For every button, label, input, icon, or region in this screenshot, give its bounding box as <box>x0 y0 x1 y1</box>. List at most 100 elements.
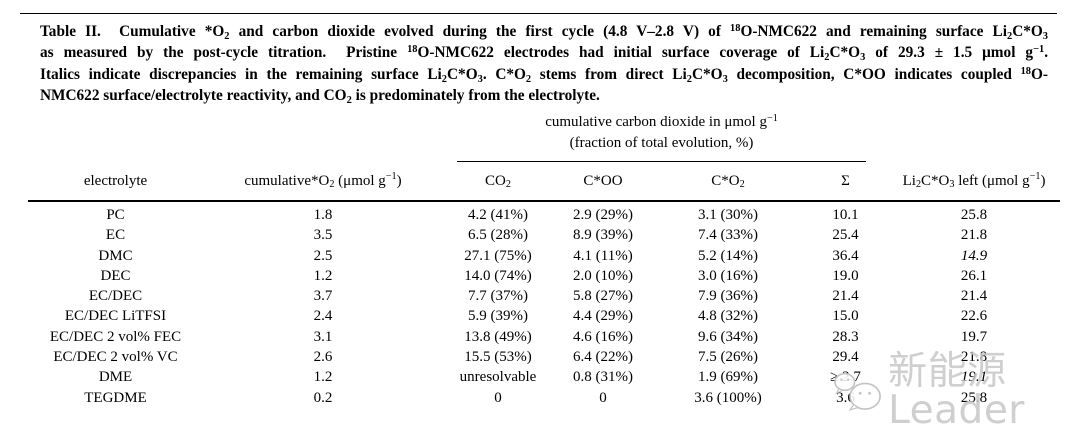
span-header-line-2: (fraction of total evolution, %) <box>569 135 754 151</box>
cell-c-o2: 3.6 (100%) <box>694 389 762 406</box>
cell-cumulative-o2: 3.5 <box>313 227 333 244</box>
span-header-spacer-right <box>888 110 1060 162</box>
cell-c-o2: 9.6 (34%) <box>698 328 758 345</box>
cell-cumulative-o2: 1.2 <box>313 369 333 386</box>
cell-sigma: 3.6 <box>836 389 855 406</box>
cell-co2: 0 <box>494 389 502 406</box>
cell-electrolyte: DMC <box>98 247 133 264</box>
span-header-row: cumulative carbon dioxide in μmol g−1 (f… <box>28 110 1060 162</box>
cell-electrolyte: EC/DEC LiTFSI <box>64 308 167 325</box>
cell-c-o2: 3.1 (30%) <box>698 207 758 223</box>
table-row: DME 1.2 unresolvable 0.8 (31%) 1.9 (69%) ≥ 2.… <box>28 367 1060 387</box>
cell-electrolyte: EC/DEC 2 vol% VC <box>53 349 178 366</box>
cell-c-o2: 7.5 (26%) <box>698 349 758 366</box>
table-row: DEC 1.2 14.0 (74%) 2.0 (10%) 3.0 (16%) 19.0 26… <box>28 266 1060 286</box>
top-rule-divider <box>20 13 1057 14</box>
col-header-co2: CO2 <box>443 162 553 202</box>
cell-electrolyte: DME <box>98 369 133 386</box>
cell-li2co3-left: 25.8 <box>960 207 988 223</box>
col-header-sigma: Σ <box>803 162 889 202</box>
cell-electrolyte: EC/DEC <box>88 288 143 305</box>
cell-c-o2: 3.0 (16%) <box>698 267 758 284</box>
cell-sigma: 21.4 <box>832 288 859 305</box>
cell-li2co3-left: 26.1 <box>960 267 988 284</box>
cell-sigma: 28.3 <box>832 328 859 345</box>
table-row: EC 3.5 6.5 (28%) 8.9 (39%) 7.4 (33%) 25.4 21.8 <box>28 225 1060 245</box>
span-header-rule: cumulative carbon dioxide in μmol g−1 (f… <box>457 110 867 162</box>
results-table: cumulative carbon dioxide in μmol g−1 (f… <box>28 110 1061 408</box>
table-row: PC 1.8 4.2 (41%) 2.9 (29%) 3.1 (30%) 10.1 25.8 <box>28 201 1060 225</box>
table-row: TEGDME 0.2 0 0 3.6 (100%) 3.6 25.8 <box>28 388 1060 408</box>
cell-sigma: 15.0 <box>832 308 859 325</box>
table-row: EC/DEC 2 vol% FEC 3.1 13.8 (49%) 4.6 (16%) 9… <box>28 327 1060 347</box>
table-body: PC 1.8 4.2 (41%) 2.9 (29%) 3.1 (30%) 10.1 25.8… <box>28 201 1060 408</box>
cell-li2co3-left: 21.8 <box>960 349 988 366</box>
caption-line-2: as measured by the post-cycle titration.… <box>40 44 1049 64</box>
cell-cumulative-o2: 0.2 <box>313 389 333 406</box>
caption-line-3: Italics indicate discrepancies in the re… <box>40 65 1048 85</box>
cell-co2: 5.9 (39%) <box>468 308 528 325</box>
caption-line-1: Table II. Cumulative *O2 and carbon diox… <box>40 22 1048 42</box>
cell-c-oo: 6.4 (22%) <box>573 349 633 366</box>
cell-c-oo: 2.9 (29%) <box>573 207 633 223</box>
cell-c-oo: 0 <box>599 389 607 406</box>
col-header-c-o2: C*O2 <box>653 162 803 202</box>
cell-sigma: 19.0 <box>832 267 859 284</box>
span-header-co2-group: cumulative carbon dioxide in μmol g−1 (f… <box>443 110 888 162</box>
cell-cumulative-o2: 2.5 <box>313 247 333 264</box>
cell-electrolyte: EC <box>105 227 126 244</box>
caption-line-4: NMC622 surface/electrolyte reactivity, a… <box>40 87 600 107</box>
cell-co2: 15.5 (53%) <box>464 349 532 366</box>
cell-li2co3-left: 21.8 <box>960 227 988 244</box>
col-header-li2co3-left: Li2C*O3 left (μmol g−1) <box>888 162 1061 202</box>
cell-co2: 14.0 (74%) <box>464 267 532 284</box>
cell-c-oo: 4.6 (16%) <box>573 328 633 345</box>
cell-li2co3-left: 19.7 <box>960 328 988 345</box>
cell-co2: 13.8 (49%) <box>464 328 532 345</box>
cell-co2: 4.2 (41%) <box>468 207 528 223</box>
cell-c-o2: 7.4 (33%) <box>698 227 758 244</box>
cell-c-oo: 4.4 (29%) <box>573 308 633 325</box>
cell-c-oo: 0.8 (31%) <box>573 369 633 386</box>
col-header-electrolyte: electrolyte <box>28 162 203 202</box>
col-header-c-oo: C*OO <box>553 162 653 202</box>
cell-cumulative-o2: 1.8 <box>313 207 333 223</box>
cell-electrolyte: TEGDME <box>84 389 147 406</box>
cell-cumulative-o2: 1.2 <box>313 267 333 284</box>
cell-c-o2: 5.2 (14%) <box>698 247 758 264</box>
cell-cumulative-o2: 3.7 <box>313 288 333 305</box>
table-row: EC/DEC 2 vol% VC 2.6 15.5 (53%) 6.4 (22%) 7.… <box>28 347 1060 367</box>
cell-electrolyte: EC/DEC 2 vol% FEC <box>49 328 182 345</box>
cell-c-oo: 4.1 (11%) <box>573 247 633 264</box>
cell-cumulative-o2: 2.6 <box>313 349 333 366</box>
cell-co2: 27.1 (75%) <box>464 247 532 264</box>
cell-cumulative-o2: 3.1 <box>313 328 333 345</box>
cell-li2co3-left: 21.4 <box>960 288 988 305</box>
cell-sigma: 29.4 <box>832 349 859 366</box>
cell-co2: 7.7 (37%) <box>468 288 528 305</box>
cell-c-o2: 1.9 (69%) <box>698 369 758 386</box>
cell-sigma: ≥ 2.7 <box>830 369 861 386</box>
table-row: EC/DEC 3.7 7.7 (37%) 5.8 (27%) 7.9 (36%) 21.4… <box>28 286 1060 306</box>
cell-cumulative-o2: 2.4 <box>313 308 333 325</box>
table-row: DMC 2.5 27.1 (75%) 4.1 (11%) 5.2 (14%) 36.4 14… <box>28 246 1060 266</box>
cell-c-o2: 4.8 (32%) <box>698 308 758 325</box>
cell-sigma: 25.4 <box>832 227 859 244</box>
column-header-row: electrolyte cumulative*O2 (μmol g−1) CO2… <box>28 162 1061 202</box>
cell-sigma: 36.4 <box>832 247 859 264</box>
cell-sigma: 10.1 <box>832 207 859 223</box>
cell-li2co3-left: 14.9 <box>960 247 988 264</box>
span-header-line-1: cumulative carbon dioxide in μmol g−1 <box>545 112 778 130</box>
span-header-spacer-left <box>28 110 443 162</box>
cell-li2co3-left: 25.8 <box>960 389 988 406</box>
cell-li2co3-left: 22.6 <box>960 308 988 325</box>
table-row: EC/DEC LiTFSI 2.4 5.9 (39%) 4.4 (29%) 4.8 (3… <box>28 306 1060 326</box>
cell-electrolyte: PC <box>106 207 125 223</box>
cell-c-o2: 7.9 (36%) <box>698 288 758 305</box>
cell-c-oo: 8.9 (39%) <box>573 227 633 244</box>
cell-electrolyte: DEC <box>100 267 131 284</box>
table-caption: Table II. Cumulative *O2 and carbon diox… <box>40 21 1048 107</box>
cell-li2co3-left: 19.1 <box>960 369 988 386</box>
cell-co2: 6.5 (28%) <box>468 227 528 244</box>
